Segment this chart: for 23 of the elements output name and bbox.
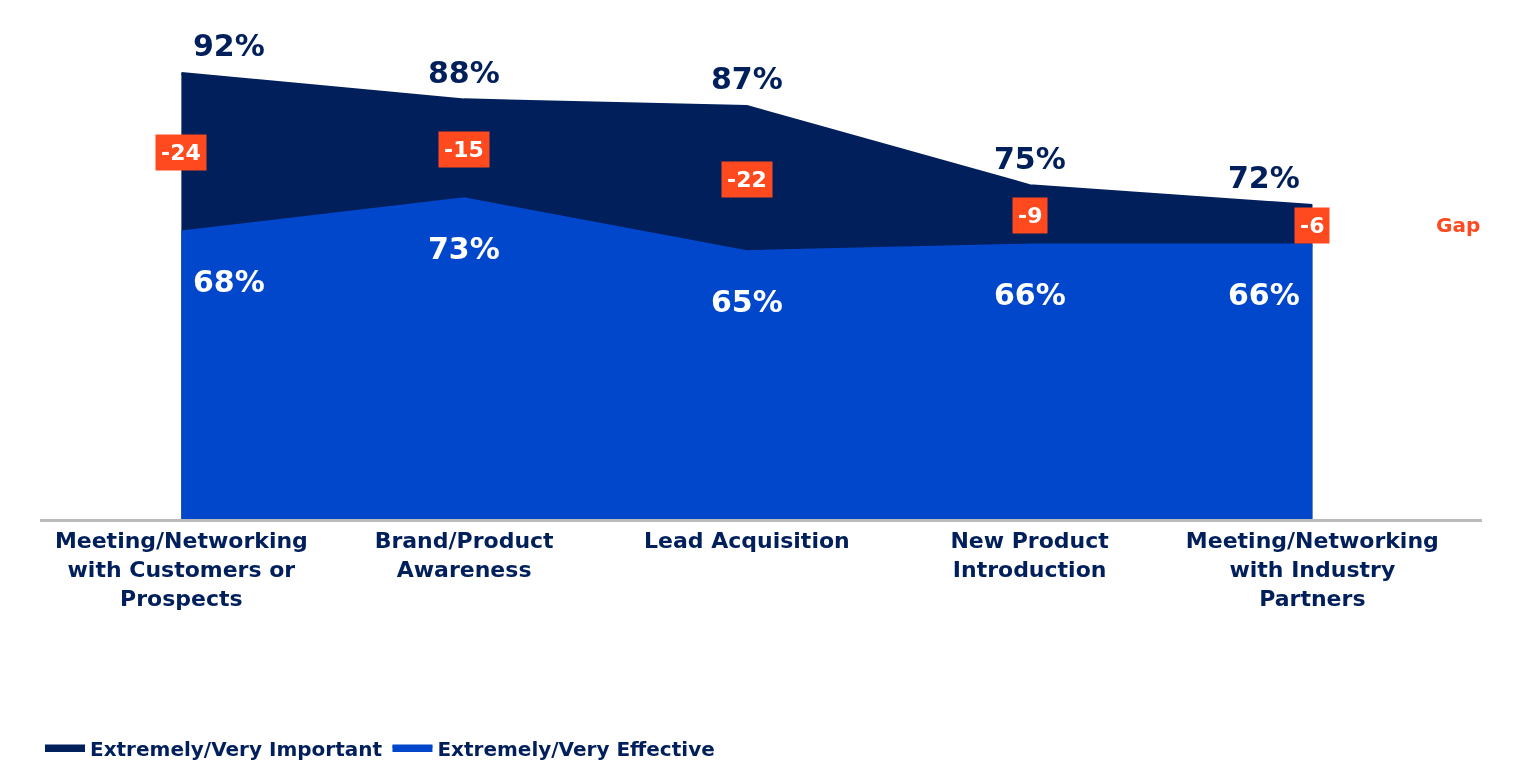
legend-label: Extremely/Very Important (90, 736, 383, 761)
data-label: 72% (1228, 160, 1300, 195)
data-label: 68% (193, 264, 265, 299)
data-label: 75% (994, 141, 1066, 176)
annotation: -22 (727, 167, 767, 192)
annotation: Gap (1436, 213, 1481, 237)
data-label: 88% (428, 55, 500, 90)
legend-label: Extremely/Very Effective (437, 736, 715, 761)
data-label: 87% (711, 61, 783, 96)
data-label: 66% (1228, 277, 1300, 312)
data-label: 73% (428, 231, 500, 266)
x-tick-label: Meeting/Networking with Customers or Prospects (54, 528, 308, 611)
annotation: -24 (161, 140, 201, 165)
annotation: -9 (1018, 203, 1043, 228)
data-label: 92% (193, 28, 265, 63)
x-tick-label: Brand/Product Awareness (374, 528, 555, 582)
x-tick-label: Lead Acquisition (644, 528, 850, 554)
annotation: -15 (444, 137, 484, 162)
annotation: -6 (1300, 213, 1325, 238)
x-tick-label: New Product Introduction (950, 528, 1110, 582)
x-tick-label: Meeting/Networking with Industry Partners (1185, 528, 1439, 611)
data-label: 65% (711, 284, 783, 319)
data-label: 66% (994, 277, 1066, 312)
